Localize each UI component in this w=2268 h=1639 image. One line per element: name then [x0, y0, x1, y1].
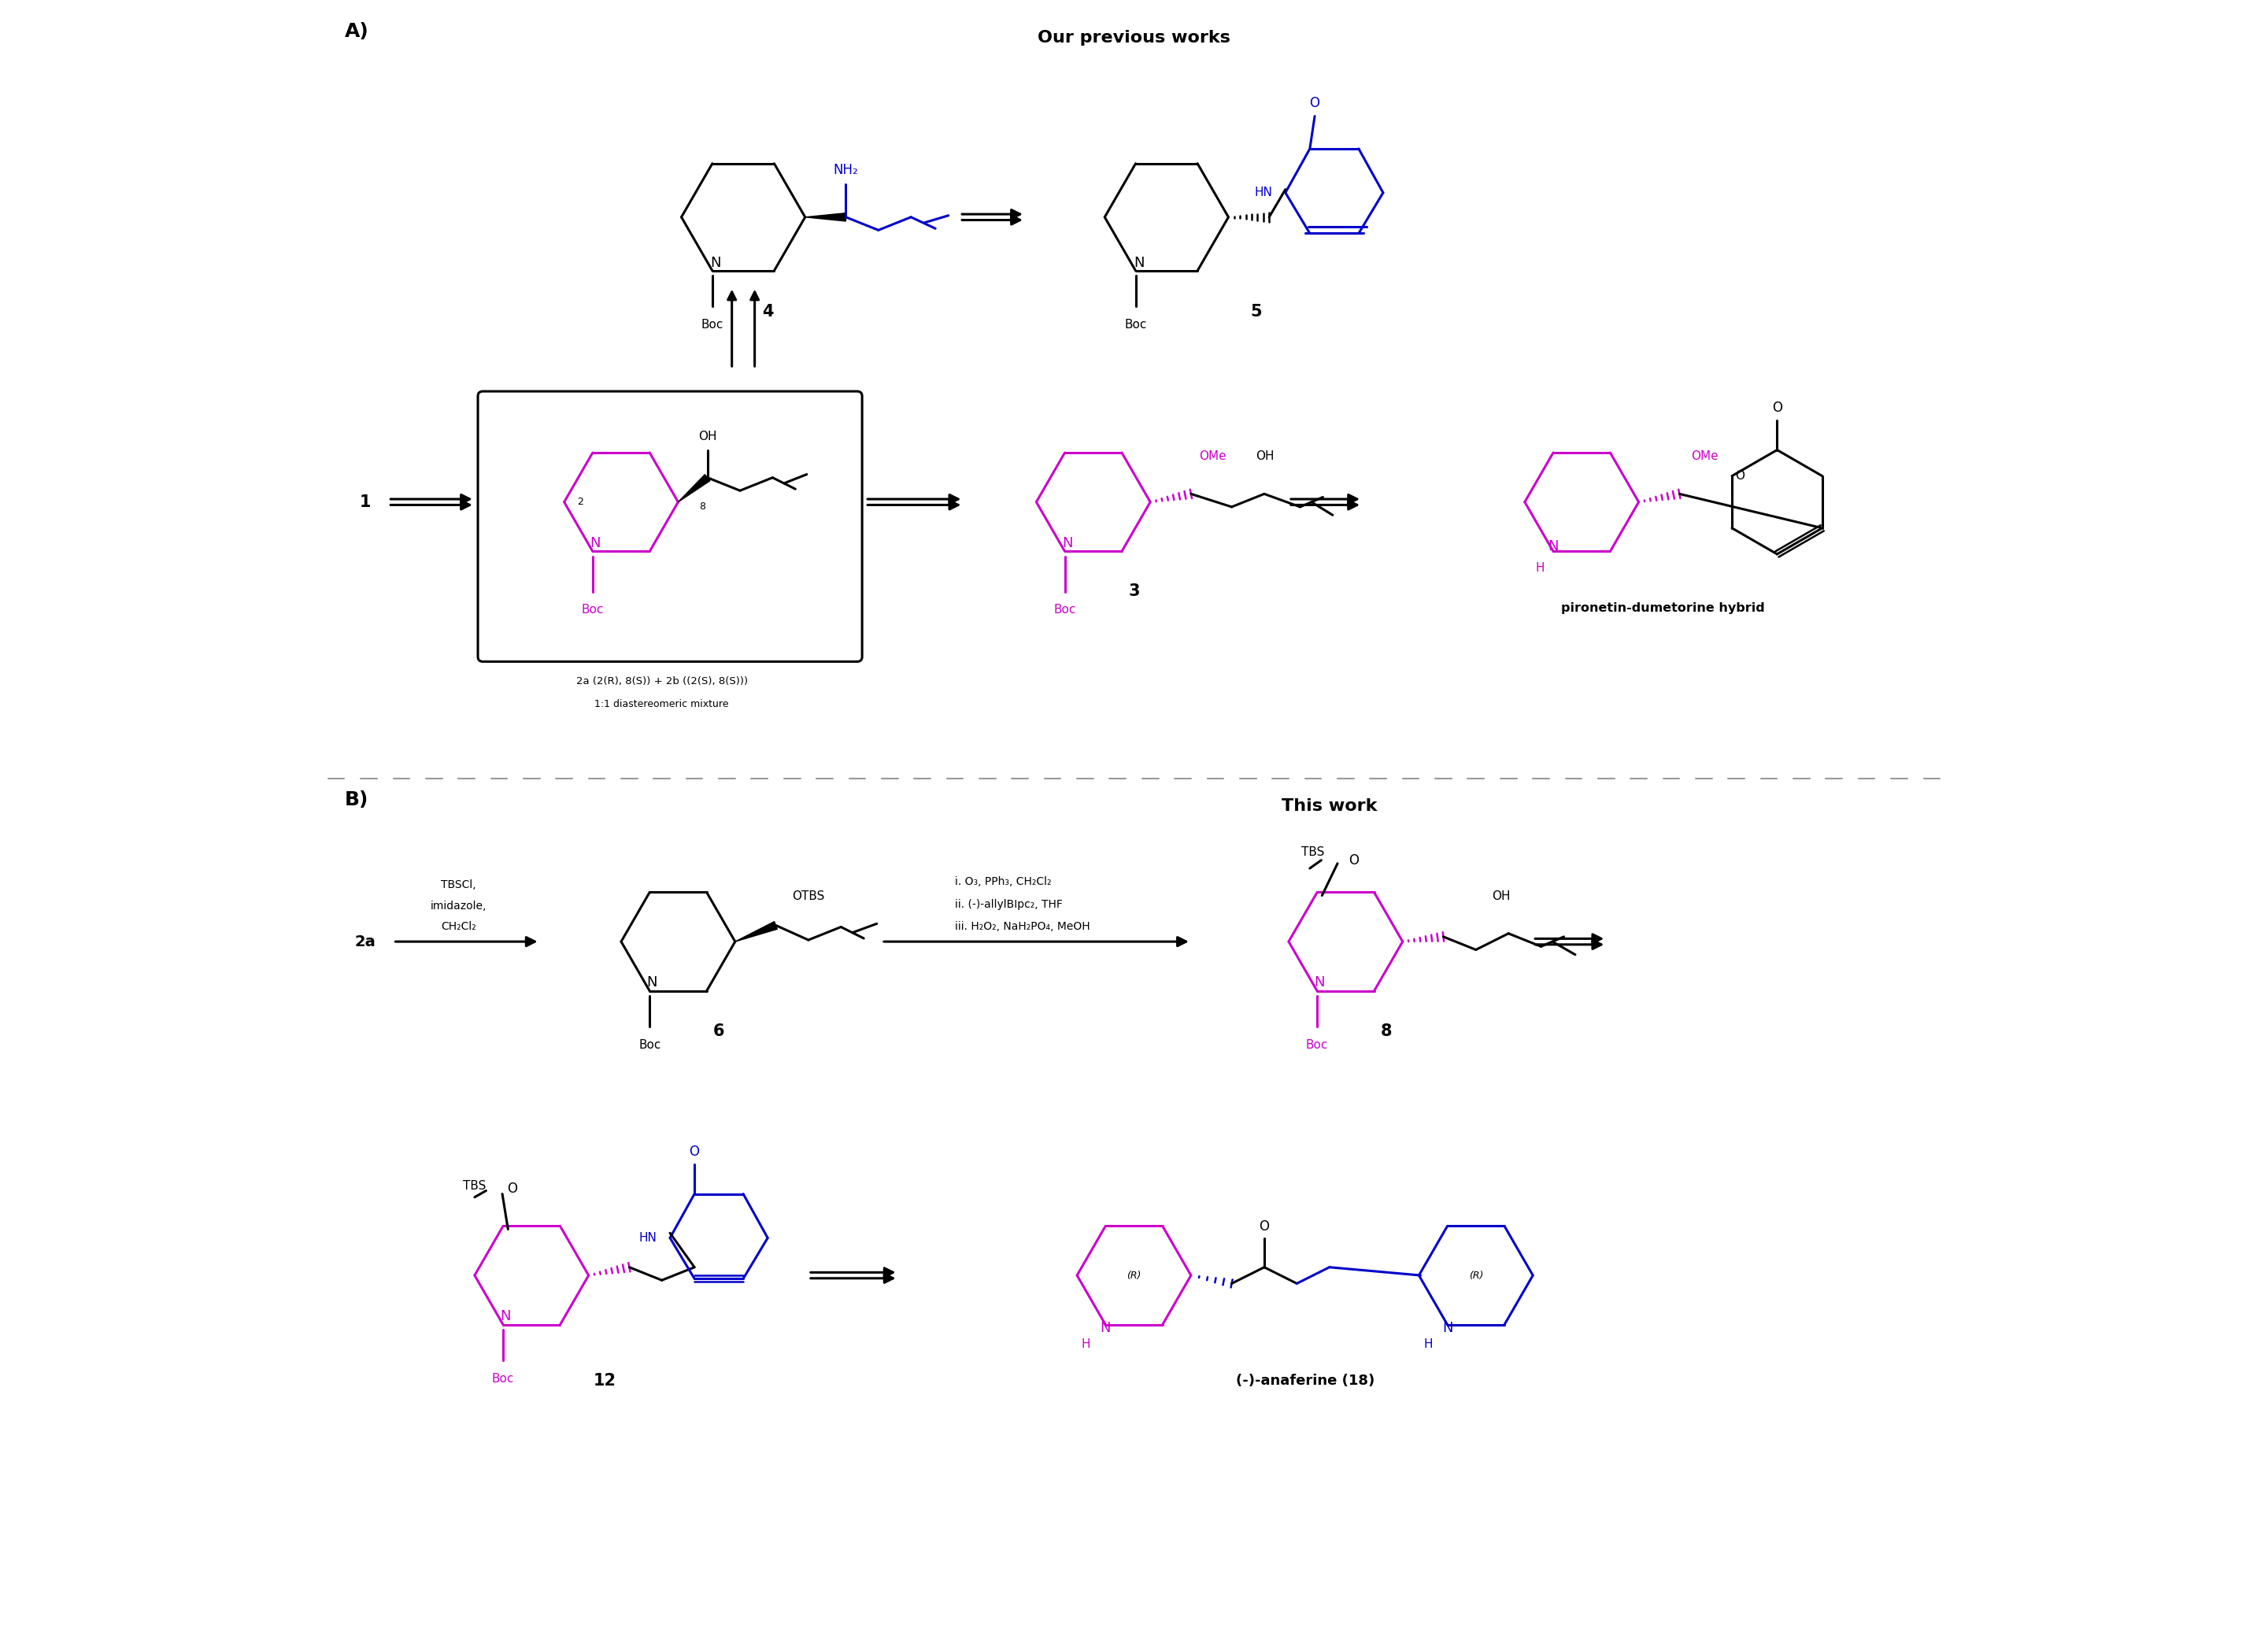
Text: H: H — [1424, 1339, 1433, 1351]
Text: TBSCl,: TBSCl, — [440, 879, 476, 890]
Text: N: N — [1061, 536, 1073, 551]
Text: CH₂Cl₂: CH₂Cl₂ — [440, 921, 476, 933]
Text: This work: This work — [1281, 798, 1377, 815]
Text: N: N — [590, 536, 601, 551]
Text: 4: 4 — [762, 303, 773, 320]
Text: NH₂: NH₂ — [832, 162, 857, 177]
Text: pironetin-dumetorine hybrid: pironetin-dumetorine hybrid — [1560, 602, 1765, 613]
Text: OH: OH — [699, 431, 717, 443]
Text: N: N — [1100, 1321, 1111, 1336]
Text: TBS: TBS — [1302, 846, 1325, 857]
Text: A): A) — [345, 21, 370, 41]
Text: 2a (2(R), 8(S)) + 2b ((2(S), 8(S))): 2a (2(R), 8(S)) + 2b ((2(S), 8(S))) — [576, 677, 748, 687]
Text: H: H — [1082, 1339, 1091, 1351]
Text: N: N — [1313, 975, 1325, 990]
Polygon shape — [678, 474, 710, 502]
Text: imidazole,: imidazole, — [431, 900, 485, 911]
Text: i. O₃, PPh₃, CH₂Cl₂: i. O₃, PPh₃, CH₂Cl₂ — [955, 875, 1052, 887]
Text: O: O — [1735, 470, 1744, 482]
Text: Boc: Boc — [492, 1372, 515, 1385]
Text: Boc: Boc — [640, 1039, 660, 1051]
Text: N: N — [1134, 256, 1143, 270]
Text: 12: 12 — [594, 1373, 617, 1390]
Text: N: N — [501, 1310, 510, 1324]
Text: H: H — [1535, 562, 1545, 574]
Text: 6: 6 — [712, 1023, 723, 1039]
Text: (-)-anaferine (18): (-)-anaferine (18) — [1236, 1373, 1374, 1388]
Text: O: O — [1771, 400, 1783, 415]
Text: Boc: Boc — [1125, 318, 1148, 331]
Text: N: N — [710, 256, 721, 270]
Text: O: O — [689, 1144, 699, 1159]
Text: HN: HN — [640, 1233, 658, 1244]
Text: 3: 3 — [1127, 583, 1141, 600]
Text: OMe: OMe — [1200, 451, 1227, 462]
Text: 5: 5 — [1250, 303, 1261, 320]
Text: 2: 2 — [578, 497, 583, 506]
Text: Boc: Boc — [1306, 1039, 1329, 1051]
Text: N: N — [1549, 539, 1558, 554]
Text: OH: OH — [1492, 890, 1510, 901]
Text: N: N — [646, 975, 658, 990]
Text: OH: OH — [1256, 451, 1275, 462]
Polygon shape — [735, 921, 778, 941]
Text: OMe: OMe — [1692, 451, 1719, 462]
Text: Boc: Boc — [581, 605, 603, 616]
Text: O: O — [1309, 97, 1320, 110]
Text: OTBS: OTBS — [792, 890, 826, 901]
Text: ii. (-)-allylBIpc₂, THF: ii. (-)-allylBIpc₂, THF — [955, 898, 1064, 910]
Text: 2a: 2a — [356, 934, 376, 949]
Text: HN: HN — [1254, 187, 1272, 198]
Text: 8: 8 — [1381, 1023, 1393, 1039]
Text: (R): (R) — [1127, 1270, 1141, 1280]
Text: 1: 1 — [361, 493, 372, 510]
Text: Boc: Boc — [1055, 605, 1075, 616]
Text: Our previous works: Our previous works — [1039, 30, 1229, 46]
Text: (R): (R) — [1470, 1270, 1483, 1280]
Text: B): B) — [345, 790, 367, 810]
Text: O: O — [1259, 1219, 1270, 1234]
Text: 8: 8 — [699, 502, 705, 511]
Text: O: O — [508, 1182, 517, 1196]
Text: N: N — [1442, 1321, 1454, 1336]
Text: Boc: Boc — [701, 318, 723, 331]
Text: TBS: TBS — [463, 1180, 485, 1192]
Polygon shape — [805, 213, 846, 221]
Text: iii. H₂O₂, NaH₂PO₄, MeOH: iii. H₂O₂, NaH₂PO₄, MeOH — [955, 921, 1091, 933]
Text: O: O — [1349, 854, 1359, 867]
Text: 1:1 diastereomeric mixture: 1:1 diastereomeric mixture — [594, 698, 728, 710]
